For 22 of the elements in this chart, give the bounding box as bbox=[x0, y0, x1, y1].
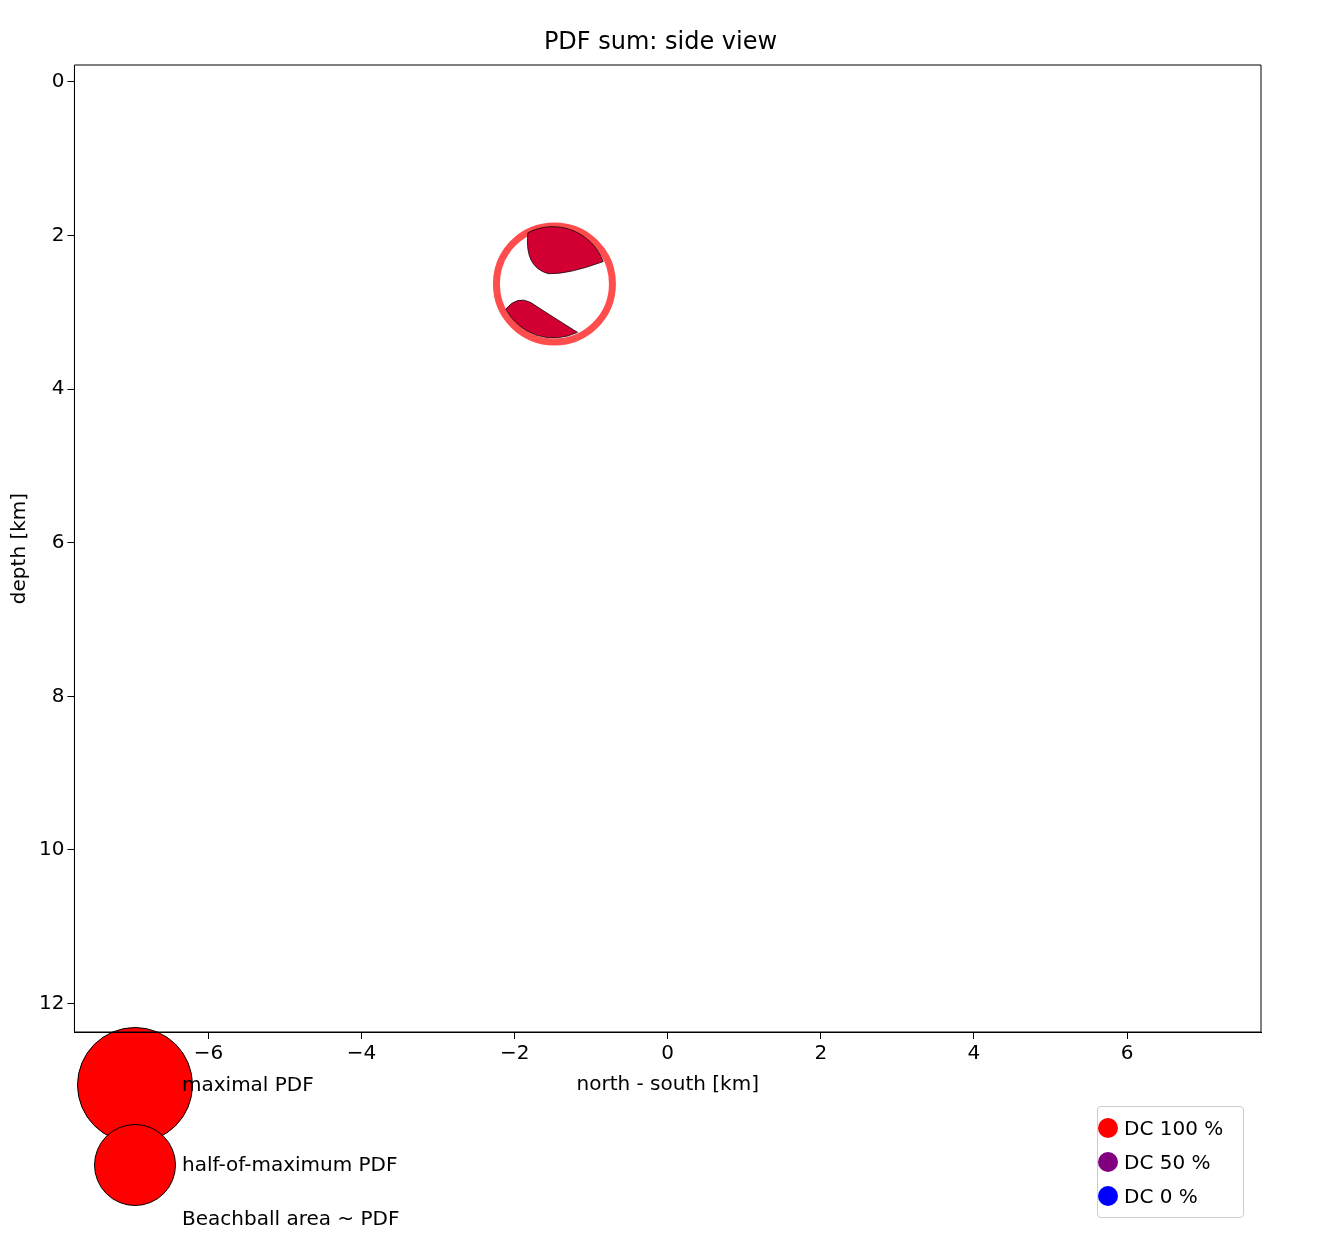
x-tick-label: 2 bbox=[814, 1040, 828, 1065]
y-axis-title: depth [km] bbox=[6, 492, 31, 605]
chart-title: PDF sum: side view bbox=[543, 26, 778, 55]
text: DC 100 % bbox=[1124, 1116, 1224, 1140]
y-tick-label: 8 bbox=[51, 682, 65, 707]
text: DC 0 % bbox=[1124, 1184, 1198, 1208]
y-tick-label: 0 bbox=[51, 68, 65, 93]
y-tick-label: 10 bbox=[39, 836, 65, 861]
x-tick-label: 4 bbox=[967, 1040, 981, 1065]
y-tick-label: 12 bbox=[39, 989, 65, 1014]
x-tick-label: −2 bbox=[499, 1040, 530, 1065]
text: half-of-maximum PDF bbox=[182, 1152, 398, 1176]
y-tick-label: 4 bbox=[51, 375, 65, 400]
y-tick-label: 6 bbox=[51, 528, 65, 553]
x-tick-label: 6 bbox=[1120, 1040, 1134, 1065]
y-tick-label: 2 bbox=[51, 221, 65, 246]
x-tick-label: 0 bbox=[661, 1040, 675, 1065]
x-axis-title: north - south [km] bbox=[576, 1071, 759, 1096]
text: DC 50 % bbox=[1124, 1150, 1211, 1174]
x-tick-label: −6 bbox=[193, 1040, 224, 1065]
text: Beachball area ~ PDF bbox=[182, 1206, 400, 1230]
x-tick-label: −4 bbox=[346, 1040, 377, 1065]
